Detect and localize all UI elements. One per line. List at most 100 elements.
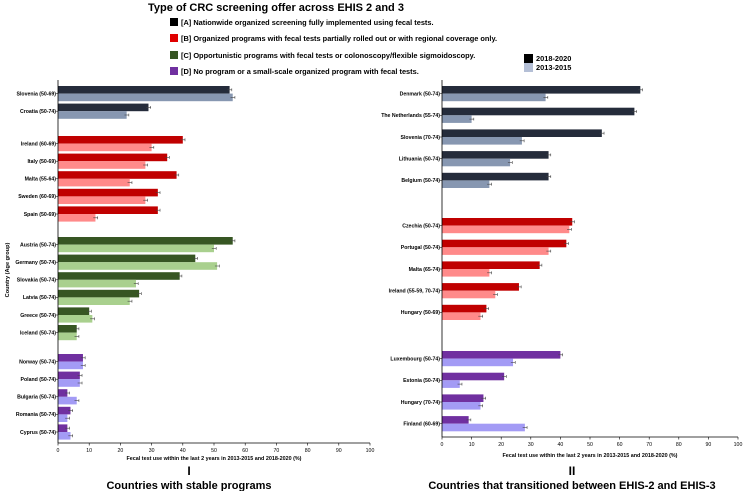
x-tick-label: 80 xyxy=(305,448,311,454)
category-label: Malta (65-74) xyxy=(409,267,441,273)
panel-1-label: I xyxy=(187,464,190,478)
bar-2018-2020 xyxy=(442,283,519,291)
category-label: Ireland (55-59, 70-74) xyxy=(389,289,441,295)
bar-2013-2015 xyxy=(58,161,146,169)
bar-2013-2015 xyxy=(58,196,146,204)
panel-1-title: Countries with stable programs xyxy=(106,480,271,491)
category-label: Hungary (50-69) xyxy=(401,310,440,316)
year-legend: 2018-2020 2013-2015 xyxy=(524,54,571,72)
bar-2013-2015 xyxy=(442,380,460,388)
x-tick-label: 10 xyxy=(469,442,475,448)
panel-1-bars: Slovenia (50-69) Croatia (50-74) Ireland (… xyxy=(15,86,236,440)
bar-2013-2015 xyxy=(442,115,472,123)
panel-2-ticks: 0 10 20 30 40 50 60 70 80 90 100 xyxy=(441,437,742,448)
x-tick-label: 50 xyxy=(587,442,593,448)
category-label: Italy (50-69) xyxy=(27,159,56,165)
bar-2018-2020 xyxy=(442,151,549,159)
bar-2018-2020 xyxy=(58,103,149,112)
bar-2018-2020 xyxy=(58,289,140,298)
panel-2-title: Countries that transitioned between EHIS… xyxy=(428,480,715,491)
x-tick-label: 70 xyxy=(646,442,652,448)
bar-2013-2015 xyxy=(58,214,96,222)
bar-2018-2020 xyxy=(58,171,177,179)
bar-2013-2015 xyxy=(58,432,71,440)
category-label: Iceland (50-74) xyxy=(20,330,56,336)
bar-2018-2020 xyxy=(442,351,561,359)
x-tick-label: 60 xyxy=(242,448,248,454)
bar-2018-2020 xyxy=(442,416,469,424)
bar-2013-2015 xyxy=(58,262,218,270)
bar-2018-2020 xyxy=(58,325,77,333)
bar-2013-2015 xyxy=(58,361,83,370)
bar-2018-2020 xyxy=(58,371,80,380)
legend-label-b: [B] Organized programs with fecal tests … xyxy=(181,34,497,43)
bar-2013-2015 xyxy=(442,312,481,320)
bar-2018-2020 xyxy=(58,406,71,415)
bar-2013-2015 xyxy=(58,315,93,323)
x-tick-label: 60 xyxy=(617,442,623,448)
category-label: Poland (50-74) xyxy=(21,377,57,383)
x-tick-label: 90 xyxy=(706,442,712,448)
x-tick-label: 0 xyxy=(57,448,60,454)
bar-2018-2020 xyxy=(58,424,68,432)
category-label: Ireland (60-69) xyxy=(21,141,56,147)
figure-title: Type of CRC screening offer across EHIS … xyxy=(148,2,404,14)
category-label: Lithuania (50-74) xyxy=(399,157,440,163)
bar-2018-2020 xyxy=(58,153,168,162)
x-tick-label: 50 xyxy=(211,448,217,454)
panel-1-x-axis-title: Fecal test use within the last 2 years i… xyxy=(127,456,302,462)
bar-2013-2015 xyxy=(58,414,68,422)
bar-2018-2020 xyxy=(442,261,540,269)
x-tick-label: 90 xyxy=(336,448,342,454)
category-label: Estonia (50-74) xyxy=(403,378,440,384)
bar-2013-2015 xyxy=(58,178,130,187)
category-label: Sweden (60-69) xyxy=(18,194,56,200)
bar-2013-2015 xyxy=(442,269,490,277)
category-label: Slovakia (50-74) xyxy=(17,278,56,284)
category-label: Latvia (50-74) xyxy=(23,295,56,301)
legend-swatch-a xyxy=(170,18,178,26)
category-label: Norway (50-74) xyxy=(19,359,56,365)
x-tick-label: 30 xyxy=(528,442,534,448)
bar-2013-2015 xyxy=(58,332,77,341)
bar-2013-2015 xyxy=(58,279,136,288)
category-label: Malta (55-64) xyxy=(25,177,57,183)
x-tick-label: 40 xyxy=(558,442,564,448)
bar-2013-2015 xyxy=(442,247,549,255)
category-label: Denmark (50-74) xyxy=(400,91,441,97)
panel-2-x-axis-title: Fecal test use within the last 2 years i… xyxy=(503,453,678,459)
legend-label-c: [C] Opportunistic programs with fecal te… xyxy=(181,51,475,60)
legend-swatch-b xyxy=(170,34,178,42)
x-tick-label: 70 xyxy=(274,448,280,454)
x-tick-label: 80 xyxy=(676,442,682,448)
bar-2018-2020 xyxy=(58,272,180,280)
bar-2018-2020 xyxy=(58,188,158,197)
category-label: The Netherlands (55-74) xyxy=(381,113,440,119)
bar-2013-2015 xyxy=(442,225,570,234)
bar-2013-2015 xyxy=(58,93,233,102)
legend-label-d: [D] No program or a small-scale organize… xyxy=(181,67,419,76)
category-label: Germany (50-74) xyxy=(15,260,56,266)
x-tick-label: 40 xyxy=(180,448,186,454)
legend-label-a: [A] Nationwide organized screening fully… xyxy=(181,18,434,27)
x-tick-label: 20 xyxy=(118,448,124,454)
bar-2018-2020 xyxy=(442,172,549,181)
bar-2013-2015 xyxy=(442,137,522,145)
category-label: Hungary (70-74) xyxy=(401,400,440,406)
category-label: Greece (50-74) xyxy=(20,313,56,319)
bar-2013-2015 xyxy=(442,423,525,432)
bar-2013-2015 xyxy=(442,180,490,188)
bar-2018-2020 xyxy=(442,304,487,313)
panel-2-bars: Denmark (50-74) The Netherlands (55-74) Sl… xyxy=(381,86,643,432)
bar-2018-2020 xyxy=(442,239,567,248)
x-tick-label: 10 xyxy=(86,448,92,454)
x-tick-label: 30 xyxy=(149,448,155,454)
bar-2018-2020 xyxy=(442,218,573,226)
category-label: Portugal (50-74) xyxy=(401,245,440,251)
x-tick-label: 0 xyxy=(441,442,444,448)
category-label: Croatia (50-74) xyxy=(20,109,56,115)
bar-2018-2020 xyxy=(442,394,484,402)
x-tick-label: 100 xyxy=(366,448,375,454)
bar-2018-2020 xyxy=(58,307,90,315)
